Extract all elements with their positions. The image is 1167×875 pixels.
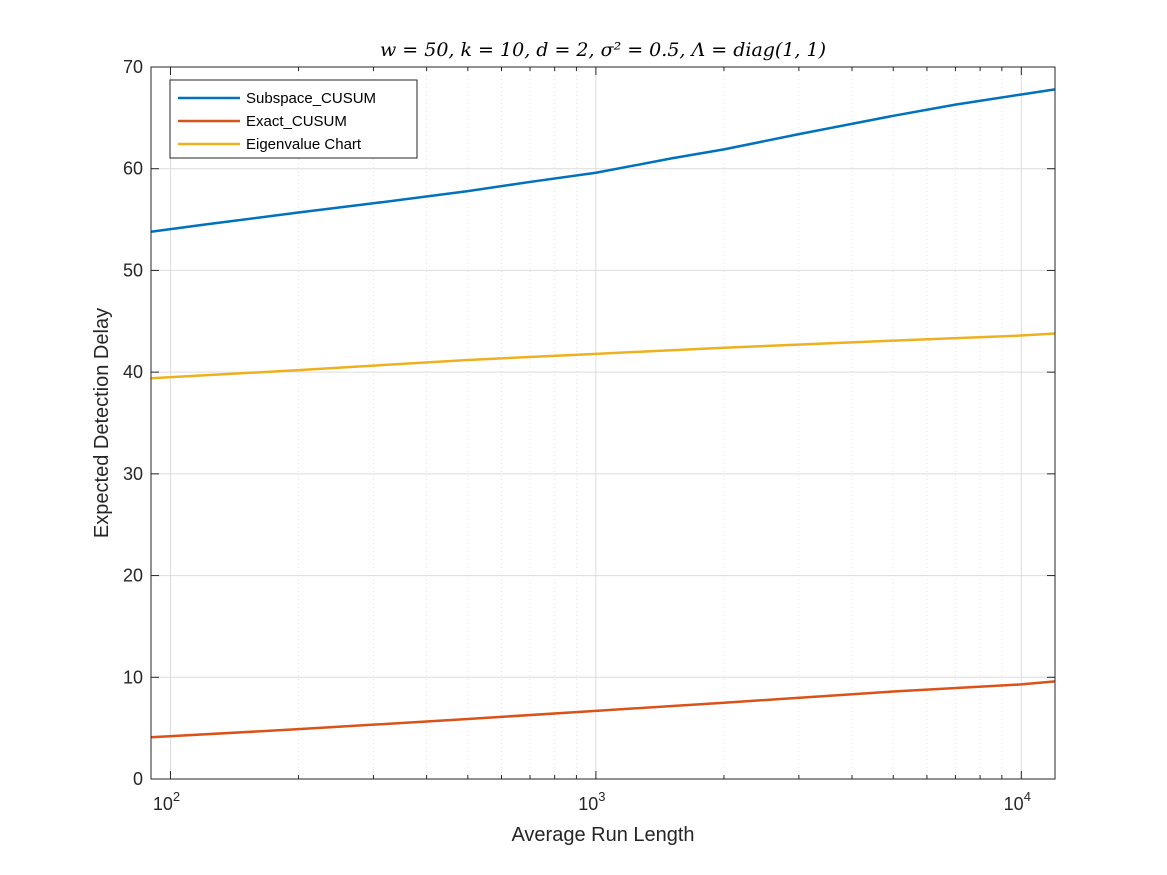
legend-label-subspace-cusum: Subspace_CUSUM: [246, 90, 376, 107]
plot-area: [151, 67, 1055, 779]
legend-label-exact-cusum: Exact_CUSUM: [246, 113, 347, 130]
legend: Subspace_CUSUM Exact_CUSUM Eigenvalue Ch…: [169, 79, 418, 159]
x-tick-label: 104: [1004, 789, 1031, 814]
y-tick-label: 50: [123, 260, 143, 280]
y-tick-label: 70: [123, 57, 143, 77]
x-tick-label: 102: [153, 789, 180, 814]
y-tick-label: 0: [133, 769, 143, 789]
axes-box: [150, 66, 1056, 780]
x-axis-label: Average Run Length: [511, 824, 694, 846]
series-line-exact-cusum: [150, 680, 1056, 739]
ticks: 0 10 20 30 40 50 60 70 102 103 104: [123, 57, 1055, 814]
y-axis-label: Expected Detection Delay: [91, 308, 113, 538]
series-line-eigenvalue-chart: [150, 332, 1056, 380]
grid: [151, 67, 1055, 779]
x-tick-label: 103: [578, 789, 605, 814]
series-layer: [150, 88, 1056, 739]
series-line-subspace-cusum: [150, 88, 1056, 234]
y-tick-label: 40: [123, 362, 143, 382]
y-tick-label: 30: [123, 464, 143, 484]
legend-label-eigenvalue-chart: Eigenvalue Chart: [246, 136, 362, 153]
y-tick-label: 20: [123, 566, 143, 586]
y-tick-label: 60: [123, 159, 143, 179]
chart-title: w = 50, k = 10, d = 2, σ² = 0.5, Λ = dia…: [380, 39, 826, 61]
y-tick-label: 10: [123, 667, 143, 687]
